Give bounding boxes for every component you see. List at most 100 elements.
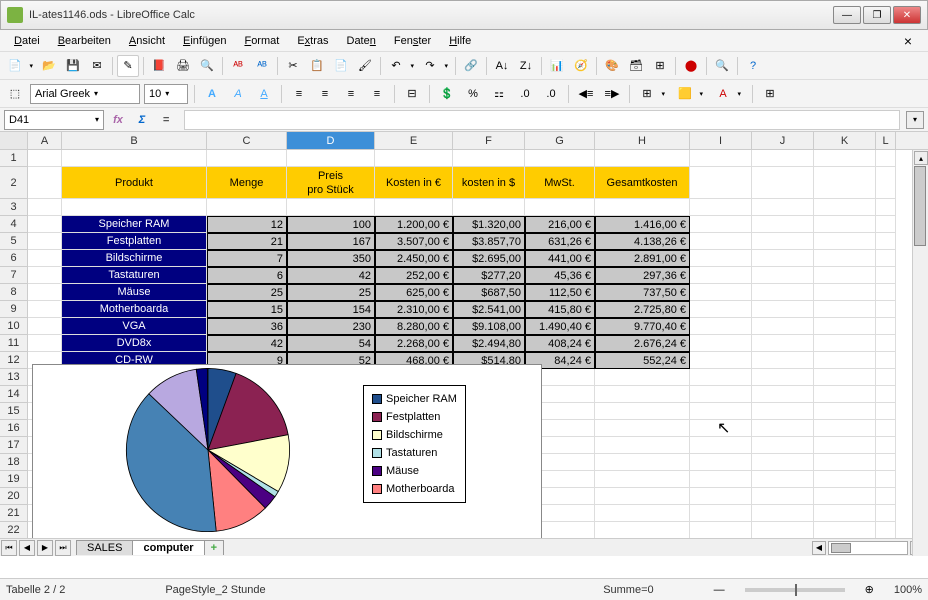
- align-center-button[interactable]: ≡: [314, 83, 336, 105]
- redo-button[interactable]: ↷▾: [419, 55, 441, 77]
- cell-L14[interactable]: [876, 386, 896, 403]
- sort-desc-button[interactable]: Z↓: [515, 55, 537, 77]
- bold-button[interactable]: A: [201, 83, 223, 105]
- col-header-F[interactable]: F: [453, 132, 525, 149]
- cell-L11[interactable]: [876, 335, 896, 352]
- row-header-14[interactable]: 14: [0, 386, 27, 403]
- cell-L22[interactable]: [876, 522, 896, 538]
- row-header-15[interactable]: 15: [0, 403, 27, 420]
- cell-I18[interactable]: [690, 454, 752, 471]
- cell-E7[interactable]: 252,00 €: [375, 267, 453, 284]
- cell-I3[interactable]: [690, 199, 752, 216]
- cell-J4[interactable]: [752, 216, 814, 233]
- cell-A10[interactable]: [28, 318, 62, 335]
- cell-F11[interactable]: $2.494,80: [453, 335, 525, 352]
- row-header-2[interactable]: 2: [0, 167, 27, 199]
- cell-I9[interactable]: [690, 301, 752, 318]
- cell-B10[interactable]: VGA: [62, 318, 207, 335]
- cell-J18[interactable]: [752, 454, 814, 471]
- cell-H21[interactable]: [595, 505, 690, 522]
- cell-L13[interactable]: [876, 369, 896, 386]
- cell-K9[interactable]: [814, 301, 876, 318]
- cell-E5[interactable]: 3.507,00 €: [375, 233, 453, 250]
- cell-F2[interactable]: kosten in $: [453, 167, 525, 199]
- copy-button[interactable]: 📋: [306, 55, 328, 77]
- cell-G8[interactable]: 112,50 €: [525, 284, 595, 301]
- cell-H1[interactable]: [595, 150, 690, 167]
- cell-H14[interactable]: [595, 386, 690, 403]
- row-header-8[interactable]: 8: [0, 284, 27, 301]
- cell-K21[interactable]: [814, 505, 876, 522]
- cell-K8[interactable]: [814, 284, 876, 301]
- cell-C1[interactable]: [207, 150, 287, 167]
- cell-F9[interactable]: $2.541,00: [453, 301, 525, 318]
- tab-next-button[interactable]: ▶: [37, 540, 53, 556]
- cell-J15[interactable]: [752, 403, 814, 420]
- cell-J5[interactable]: [752, 233, 814, 250]
- datasource-button[interactable]: 🗃: [625, 55, 647, 77]
- cell-K22[interactable]: [814, 522, 876, 538]
- cell-H5[interactable]: 4.138,26 €: [595, 233, 690, 250]
- cell-C7[interactable]: 6: [207, 267, 287, 284]
- add-decimal-button[interactable]: .0: [514, 83, 536, 105]
- row-header-16[interactable]: 16: [0, 420, 27, 437]
- cell-I13[interactable]: [690, 369, 752, 386]
- cell-H22[interactable]: [595, 522, 690, 538]
- cell-D5[interactable]: 167: [287, 233, 375, 250]
- record-button[interactable]: ⬤: [680, 55, 702, 77]
- align-right-button[interactable]: ≡: [340, 83, 362, 105]
- standard-button[interactable]: ⚏: [488, 83, 510, 105]
- cell-I6[interactable]: [690, 250, 752, 267]
- row-header-3[interactable]: 3: [0, 199, 27, 216]
- cell-K20[interactable]: [814, 488, 876, 505]
- cell-L8[interactable]: [876, 284, 896, 301]
- formula-input[interactable]: [184, 110, 900, 130]
- row-header-6[interactable]: 6: [0, 250, 27, 267]
- col-header-B[interactable]: B: [62, 132, 207, 149]
- cell-L19[interactable]: [876, 471, 896, 488]
- cell-J14[interactable]: [752, 386, 814, 403]
- open-button[interactable]: 📂: [38, 55, 60, 77]
- maximize-button[interactable]: ❐: [863, 6, 891, 24]
- row-header-7[interactable]: 7: [0, 267, 27, 284]
- styles-button[interactable]: ⬚: [4, 83, 26, 105]
- cell-F10[interactable]: $9.108,00: [453, 318, 525, 335]
- cell-F6[interactable]: $2.695,00: [453, 250, 525, 267]
- cell-L20[interactable]: [876, 488, 896, 505]
- col-header-D[interactable]: D: [287, 132, 375, 149]
- cell-K4[interactable]: [814, 216, 876, 233]
- cell-C9[interactable]: 15: [207, 301, 287, 318]
- menu-datei[interactable]: Datei: [6, 33, 48, 49]
- cell-D10[interactable]: 230: [287, 318, 375, 335]
- cell-G7[interactable]: 45,36 €: [525, 267, 595, 284]
- cell-E6[interactable]: 2.450,00 €: [375, 250, 453, 267]
- cell-H8[interactable]: 737,50 €: [595, 284, 690, 301]
- cell-I16[interactable]: [690, 420, 752, 437]
- font-size-combo[interactable]: 10▾: [144, 84, 188, 104]
- row-header-17[interactable]: 17: [0, 437, 27, 454]
- formula-dropdown[interactable]: ▾: [906, 111, 924, 129]
- fontcolor-button[interactable]: A▾: [712, 83, 734, 105]
- cell-A1[interactable]: [28, 150, 62, 167]
- zoom-button[interactable]: 🔍: [711, 55, 733, 77]
- nav-button[interactable]: 🧭: [570, 55, 592, 77]
- row-header-18[interactable]: 18: [0, 454, 27, 471]
- menu-extras[interactable]: Extras: [289, 33, 336, 49]
- cell-A11[interactable]: [28, 335, 62, 352]
- cell-B6[interactable]: Bildschirme: [62, 250, 207, 267]
- cell-I21[interactable]: [690, 505, 752, 522]
- cell-L21[interactable]: [876, 505, 896, 522]
- cell-I22[interactable]: [690, 522, 752, 538]
- cell-E11[interactable]: 2.268,00 €: [375, 335, 453, 352]
- cell-I11[interactable]: [690, 335, 752, 352]
- pie-chart[interactable]: Speicher RAMFestplattenBildschirmeTastat…: [32, 364, 542, 538]
- cell-A3[interactable]: [28, 199, 62, 216]
- cell-L12[interactable]: [876, 352, 896, 369]
- cell-I4[interactable]: [690, 216, 752, 233]
- add-sheet-button[interactable]: +: [204, 540, 224, 555]
- cell-K13[interactable]: [814, 369, 876, 386]
- cell-B4[interactable]: Speicher RAM: [62, 216, 207, 233]
- cell-C3[interactable]: [207, 199, 287, 216]
- cell-I5[interactable]: [690, 233, 752, 250]
- cell-B3[interactable]: [62, 199, 207, 216]
